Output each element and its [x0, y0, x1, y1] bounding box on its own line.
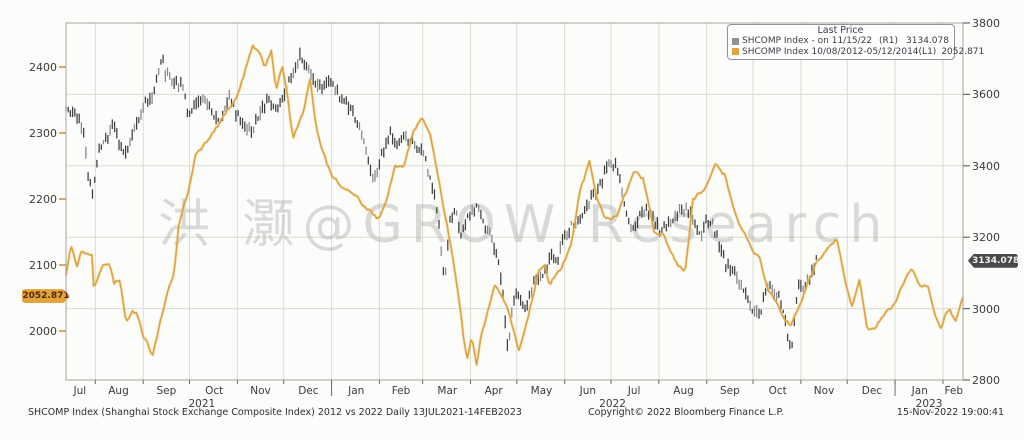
legend-label-2012: SHCOMP Index 10/08/2012-05/12/2014	[742, 46, 919, 57]
x-axis-month-label: Nov	[813, 385, 835, 397]
x-axis-month-label: Jan	[911, 385, 928, 397]
left-axis-tick-label: 2400	[29, 61, 57, 75]
x-axis-year-label: 2021	[188, 398, 216, 410]
left-axis-last-price-badge: 2052.871	[22, 289, 70, 304]
x-axis-month-label: Feb	[944, 385, 964, 397]
right-axis-tick-label: 3400	[972, 159, 1000, 173]
left-axis-tick-label: 2200	[29, 193, 57, 207]
right-axis-tick-label: 3200	[972, 231, 1000, 245]
legend-title: Last Price	[817, 25, 864, 36]
legend-row-shcomp-2012[interactable]: SHCOMP Index 10/08/2012-05/12/2014 (L1) …	[732, 46, 984, 58]
watermark: 洪 灏@GROW Research	[158, 195, 890, 255]
x-axis-month-label: Nov	[250, 385, 271, 397]
left-axis-tick-label: 2000	[29, 325, 57, 339]
left-axis-tick-label: 2300	[29, 127, 57, 141]
series-2022-swatch-icon	[732, 37, 739, 45]
series-2012-line	[65, 44, 964, 366]
x-axis-month-label: Sep	[719, 385, 740, 397]
x-axis-year-label: 2023	[915, 398, 943, 410]
legend-row-shcomp-2022[interactable]: SHCOMP Index - on 11/15/22 (R1) 3134.078	[732, 36, 949, 47]
legend: Last Price SHCOMP Index - on 11/15/22 (R…	[727, 24, 984, 60]
right-axis-tick-label: 3800	[972, 17, 1000, 30]
legend-axis-2022: (R1)	[878, 36, 898, 46]
legend-label-2022: SHCOMP Index - on 11/15/22	[742, 36, 873, 46]
x-axis-month-label: Jul	[73, 385, 87, 397]
series-2012-swatch-icon	[732, 48, 739, 56]
legend-axis-2012: (L1)	[918, 46, 937, 57]
x-axis-month-label: Jul	[627, 385, 641, 397]
x-axis-month-label: Aug	[108, 385, 129, 397]
right-axis-last-price-badge: 3134.078	[968, 253, 1018, 268]
left-axis-tick-label: 2100	[29, 259, 57, 273]
right-axis-tick-label: 2800	[972, 374, 1000, 387]
x-axis-month-label: Feb	[391, 385, 411, 397]
plot-border	[65, 22, 964, 381]
x-axis-month-label: Dec	[861, 385, 883, 397]
x-axis-month-label: Dec	[298, 385, 319, 397]
x-axis-year-label: 2022	[599, 398, 626, 410]
x-axis-month-label: Aug	[673, 385, 694, 397]
x-axis-month-label: Jun	[579, 385, 597, 397]
chart-description: SHCOMP Index (Shanghai Stock Exchange Co…	[28, 407, 522, 418]
x-axis-month-label: Oct	[205, 385, 224, 397]
x-axis-month-label: Sep	[156, 385, 177, 397]
x-axis-month-label: Jan	[348, 385, 365, 397]
x-axis-month-label: Apr	[484, 385, 503, 397]
right-axis-tick-label: 3600	[972, 88, 1000, 102]
copyright-notice: Copyright© 2022 Bloomberg Finance L.P.	[588, 407, 784, 418]
x-axis-month-label: Oct	[768, 385, 787, 397]
x-axis-month-label: May	[530, 385, 553, 397]
x-axis-month-label: Mar	[437, 385, 458, 397]
timestamp: 15-Nov-2022 19:00:41	[896, 407, 1004, 418]
legend-value-2022: 3134.078	[906, 36, 949, 46]
legend-value-2012: 2052.871	[941, 46, 985, 57]
right-axis-tick-label: 3000	[972, 302, 1000, 316]
